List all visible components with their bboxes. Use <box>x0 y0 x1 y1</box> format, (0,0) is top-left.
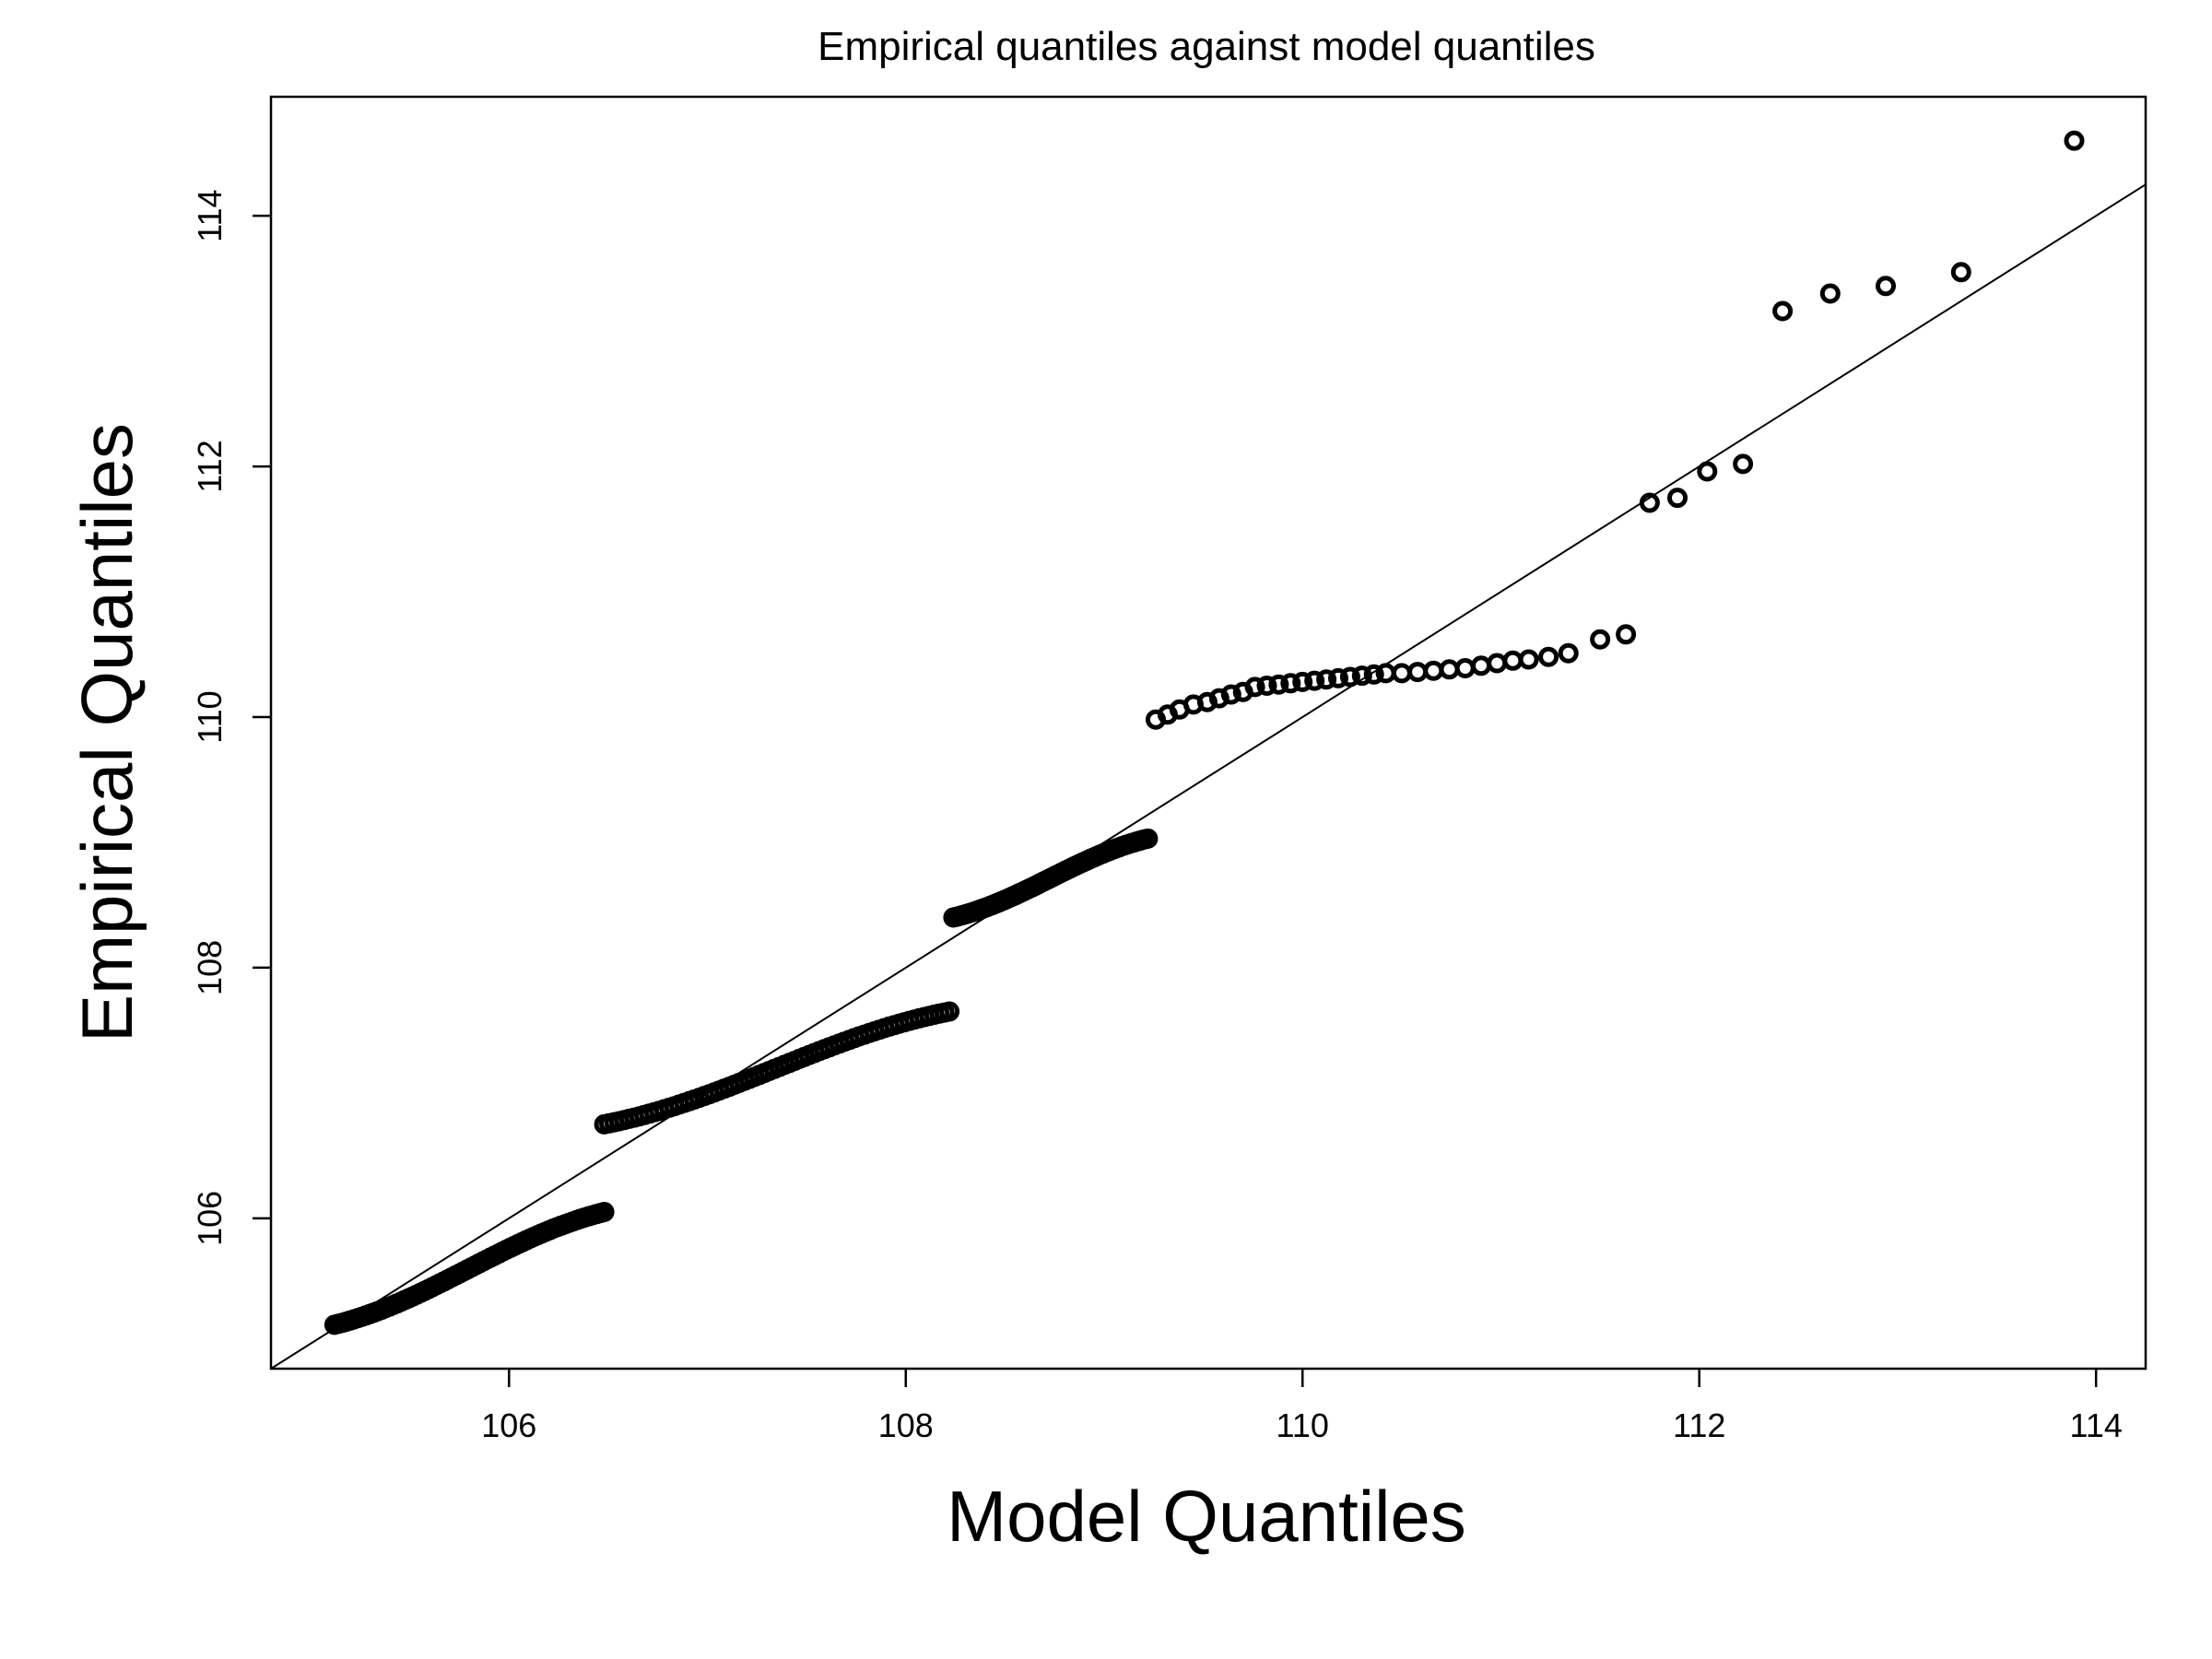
data-point <box>1772 300 1794 322</box>
data-point <box>1697 461 1718 482</box>
data-point <box>1876 276 1896 297</box>
data-point <box>1423 660 1444 681</box>
data-point <box>1363 664 1384 685</box>
x-tick-label: 106 <box>481 1406 536 1444</box>
y-tick-label: 110 <box>191 690 229 743</box>
data-point <box>1220 684 1241 705</box>
data-point <box>939 1001 960 1022</box>
data-point <box>1339 666 1360 688</box>
x-axis: 106 108 110 112 114 <box>481 1369 2123 1444</box>
x-tick-label: 114 <box>2069 1406 2122 1444</box>
data-point <box>1316 669 1337 690</box>
data-point <box>1454 658 1476 678</box>
data-point <box>1328 667 1348 688</box>
data-point <box>1244 677 1265 698</box>
reference-line <box>270 183 2147 1370</box>
data-point <box>1292 671 1313 692</box>
data-point <box>2064 130 2085 151</box>
plot-frame <box>269 95 2147 1371</box>
data-point <box>1538 646 1559 667</box>
data-point <box>1558 642 1579 664</box>
data-point <box>1351 665 1372 687</box>
data-point <box>1391 663 1412 684</box>
x-tick-label: 112 <box>1673 1406 1725 1444</box>
data-point <box>1439 659 1460 680</box>
y-tick-label: 108 <box>191 940 229 995</box>
y-tick-label: 114 <box>191 189 229 241</box>
data-point <box>1819 283 1841 304</box>
data-point <box>1471 655 1491 677</box>
data-point <box>1616 624 1637 645</box>
reference-line-layer <box>270 183 2147 1370</box>
data-point <box>1950 262 1971 283</box>
data-point <box>1487 653 1508 674</box>
y-tick-label: 112 <box>191 440 229 492</box>
data-point <box>1590 629 1611 650</box>
data-point <box>1667 488 1688 509</box>
y-axis: 106 108 110 112 114 <box>191 189 271 1246</box>
data-point <box>1502 650 1524 671</box>
data-point <box>1639 492 1660 513</box>
points-layer <box>324 130 2085 1335</box>
data-point <box>1137 828 1159 849</box>
data-point <box>1407 662 1429 683</box>
data-point <box>1256 676 1277 696</box>
data-point <box>1733 453 1754 475</box>
y-axis-label: Empirical Quantiles <box>66 423 147 1042</box>
data-point <box>594 1202 615 1222</box>
data-point <box>1280 673 1301 694</box>
chart-title: Empirical quantiles against model quanti… <box>818 24 1595 69</box>
data-point <box>1304 670 1325 691</box>
y-tick-label: 106 <box>191 1191 229 1246</box>
data-point <box>1518 649 1539 670</box>
x-tick-label: 108 <box>878 1406 934 1444</box>
x-tick-label: 110 <box>1277 1406 1329 1444</box>
x-axis-label: Model Quantiles <box>947 1476 1466 1557</box>
data-point <box>1268 674 1289 695</box>
